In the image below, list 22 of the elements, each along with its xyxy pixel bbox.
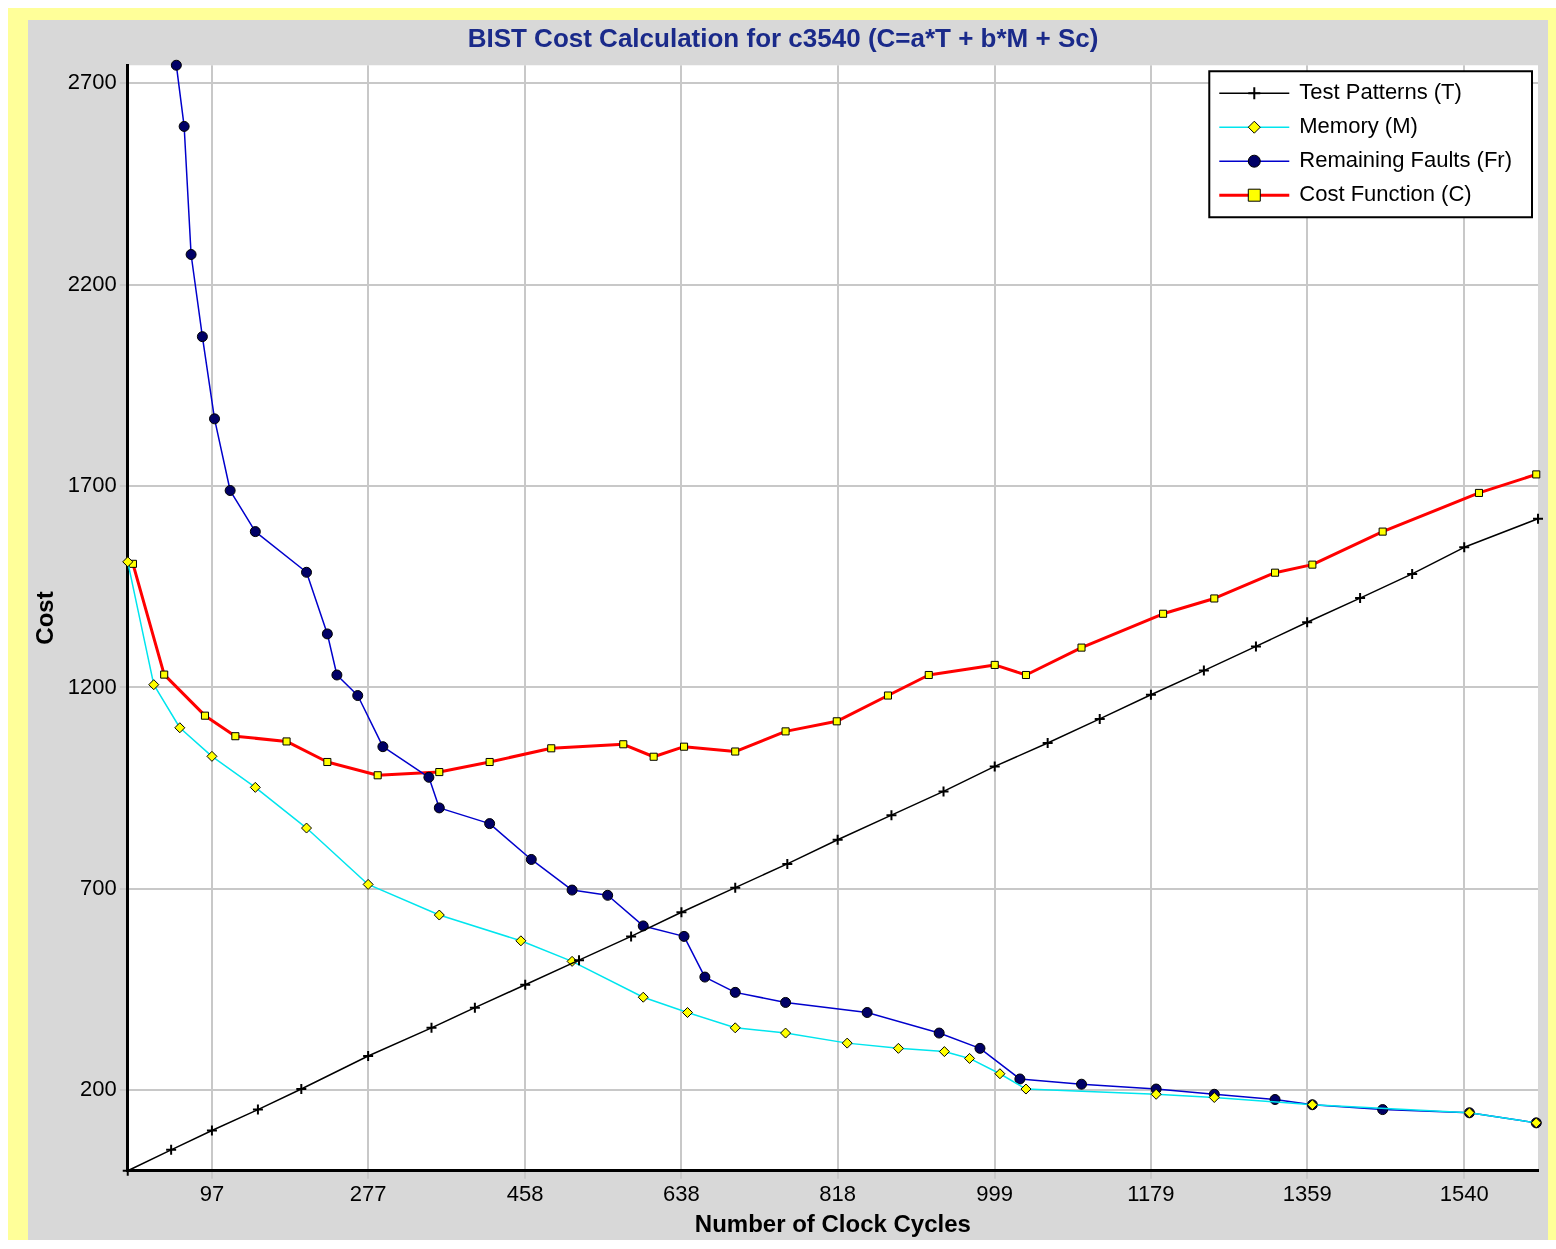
legend-label: Memory (M) <box>1299 113 1418 139</box>
x-tick-label: 97 <box>199 1181 225 1207</box>
y-tick-label: 700 <box>80 874 117 900</box>
x-axis-title: Number of Clock Cycles <box>694 1210 971 1238</box>
legend-label: Cost Function (C) <box>1299 181 1472 207</box>
x-tick-label: 1179 <box>1127 1181 1175 1207</box>
legend-label: Remaining Faults (Fr) <box>1299 147 1512 173</box>
y-tick-label: 1200 <box>67 673 117 699</box>
x-tick-label: 818 <box>819 1181 856 1207</box>
x-tick-label: 1540 <box>1439 1181 1489 1207</box>
y-tick-label: 2700 <box>67 69 117 95</box>
legend-label: Test Patterns (T) <box>1299 79 1462 105</box>
y-tick-label: 2200 <box>67 270 117 296</box>
y-tick-label: 200 <box>80 1076 117 1102</box>
x-tick-label: 277 <box>349 1181 387 1207</box>
x-tick-label: 999 <box>976 1181 1014 1207</box>
x-tick-label: 638 <box>663 1181 700 1207</box>
chart-title: BIST Cost Calculation for c3540 (C=a*T + b*M + Sc) <box>467 22 1099 53</box>
y-tick-label: 1700 <box>67 472 117 498</box>
x-tick-label: 458 <box>506 1181 544 1207</box>
x-tick-label: 1359 <box>1282 1181 1332 1207</box>
y-axis-title: Cost <box>31 591 59 645</box>
